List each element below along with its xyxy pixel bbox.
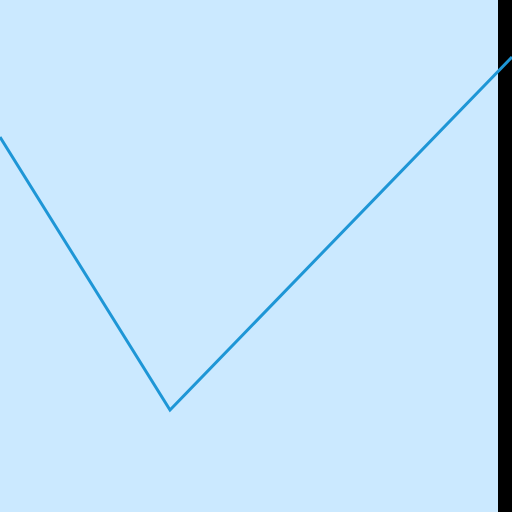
checkmark-stroke: [0, 55, 512, 413]
right-edge-strip: [498, 0, 512, 512]
icon-background: [0, 0, 498, 512]
